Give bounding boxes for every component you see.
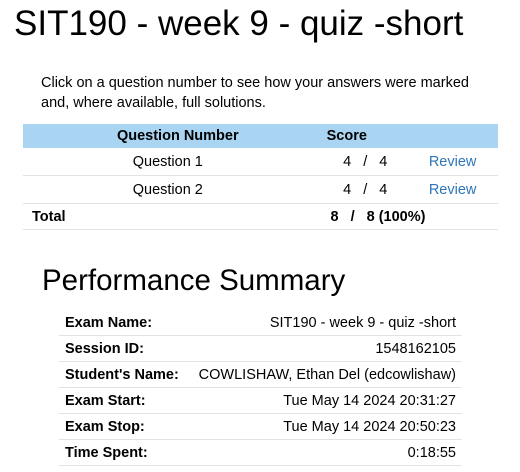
table-row: Question 2 4 / 4 Review — [23, 175, 498, 204]
summary-value: 1548162105 — [195, 335, 462, 362]
summary-row-time-spent: Time Spent: 0:18:55 — [59, 439, 462, 466]
summary-row-session-id: Session ID: 1548162105 — [59, 335, 462, 362]
score-earned: 4 — [343, 181, 352, 198]
summary-row-exam-stop: Exam Stop: Tue May 14 2024 20:50:23 — [59, 413, 462, 440]
score-possible: 4 — [379, 181, 388, 198]
intro-text: Click on a question number to see how yo… — [41, 75, 469, 111]
total-row: Total 8 / 8 (100%) — [23, 203, 498, 230]
question-number-cell: Question 2 — [23, 175, 313, 204]
question-number-cell: Question 1 — [23, 148, 313, 176]
review-cell: Review — [417, 148, 498, 176]
summary-row-student-name: Student's Name: COWLISHAW, Ethan Del (ed… — [59, 361, 462, 388]
summary-label: Exam Name: — [59, 310, 195, 336]
summary-row-exam-start: Exam Start: Tue May 14 2024 20:31:27 — [59, 387, 462, 414]
summary-label: Session ID: — [59, 335, 195, 362]
summary-row-exam-name: Exam Name: SIT190 - week 9 - quiz -short — [59, 310, 462, 336]
score-possible: 4 — [379, 153, 388, 170]
header-review — [417, 124, 498, 148]
summary-value: 0:18:55 — [195, 439, 462, 466]
page-title: SIT190 - week 9 - quiz -short — [14, 4, 464, 43]
total-label: Total — [23, 203, 313, 230]
total-score-cell: 8 / 8 (100%) — [312, 203, 498, 230]
summary-value: Tue May 14 2024 20:50:23 — [195, 413, 462, 440]
summary-label: Exam Stop: — [59, 413, 195, 440]
performance-summary-heading: Performance Summary — [42, 264, 346, 297]
score-cell: 4 / 4 — [312, 148, 418, 176]
table-row: Question 1 4 / 4 Review — [23, 148, 498, 176]
review-link-question-2[interactable]: Review — [428, 181, 477, 198]
summary-value: Tue May 14 2024 20:31:27 — [195, 387, 462, 414]
summary-label: Time Spent: — [59, 439, 195, 466]
score-separator: / — [363, 181, 368, 198]
header-score: Score — [312, 124, 418, 148]
summary-label: Exam Start: — [59, 387, 195, 414]
total-possible: 8 (100%) — [366, 208, 426, 225]
total-separator: / — [350, 208, 355, 225]
summary-label: Student's Name: — [59, 361, 195, 388]
review-cell: Review — [417, 175, 498, 204]
score-table: Question Number Score Question 1 4 / 4 Rev… — [23, 124, 498, 230]
summary-value: COWLISHAW, Ethan Del (edcowlishaw) — [195, 361, 462, 388]
score-table-header: Question Number Score — [23, 124, 498, 148]
header-question-number: Question Number — [23, 124, 313, 148]
review-link-question-1[interactable]: Review — [428, 153, 477, 170]
score-separator: / — [363, 153, 368, 170]
summary-value: SIT190 - week 9 - quiz -short — [195, 310, 462, 336]
total-earned: 8 — [330, 208, 339, 225]
score-earned: 4 — [343, 153, 352, 170]
score-cell: 4 / 4 — [312, 175, 418, 204]
performance-summary-table: Exam Name: SIT190 - week 9 - quiz -short… — [59, 310, 462, 466]
